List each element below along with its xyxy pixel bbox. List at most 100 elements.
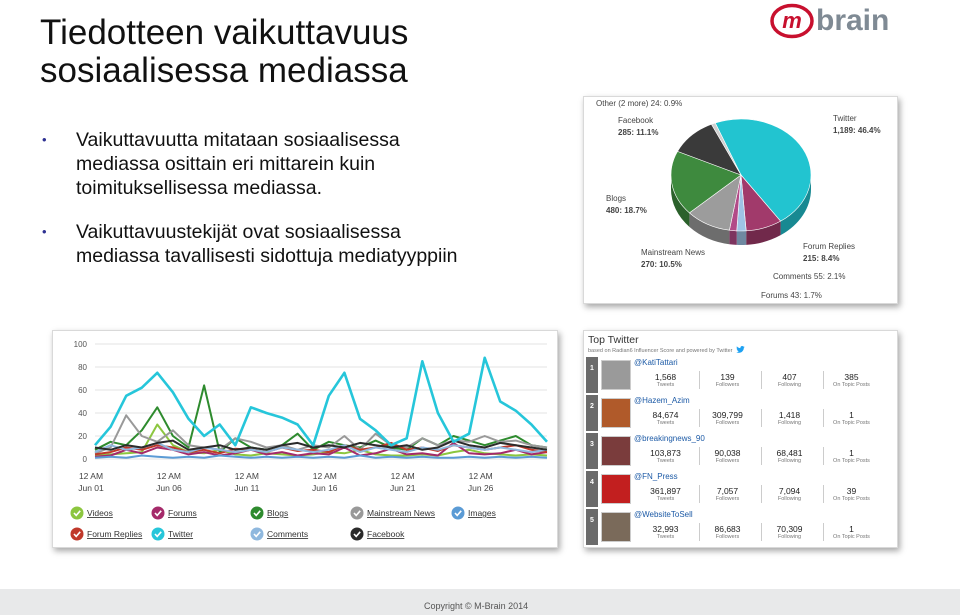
twitter-handle-link[interactable]: @breakingnews_90 [634,434,705,443]
stat-following: 7,094 Following [762,486,817,503]
legend-item-images[interactable]: Images [451,506,496,520]
stat-value: 70,309 [776,524,803,534]
line-chart-panel: 100 80 60 40 20 0 12 AM Jun 01 12 AM Jun 06 12 AM J… [52,330,558,548]
avatar[interactable] [601,512,631,542]
mbrain-logo: m brain [770,3,889,39]
x-tick-label: 12 AM [157,471,181,481]
stat-value: 361,897 [650,486,681,496]
stat-divider [761,447,762,465]
series-line-comments[interactable] [94,441,548,454]
series-line-twitter[interactable] [94,356,548,447]
legend-check-icon [70,506,84,520]
logo-ring [770,3,814,39]
logo-brain: brain [816,4,889,37]
avatar[interactable] [601,474,631,504]
stat-on-topic: 1 On Topic Posts [824,448,879,465]
checkmark-icon [253,531,261,538]
stat-value: 84,674 [652,410,679,420]
footer-bar: Copyright © M-Brain 2014 [0,589,960,615]
stat-label: On Topic Posts [833,496,870,502]
stat-label: Tweets [656,534,675,540]
stat-value: 7,094 [778,486,801,496]
pie-slice-side [736,230,747,245]
checkmark-icon [353,510,361,517]
logo-m: m [782,8,802,33]
pie-slice-blogs[interactable] [670,150,742,214]
legend-item-mainstream-news[interactable]: Mainstream News [350,506,436,520]
stat-value: 68,481 [776,448,803,458]
pie-label: Facebook [618,116,654,125]
twitter-user-row[interactable]: 3 @breakingnews_90 103,873 Tweets 90,038 Foll… [586,433,897,469]
twitter-user-row[interactable]: 4 @FN_Press 361,897 Tweets 7,057 Followers 7,0… [586,471,897,507]
stat-divider [699,523,700,541]
twitter-handle-link[interactable]: @KatiTattari [634,358,678,367]
stat-value: 39 [846,486,857,496]
legend-item-blogs[interactable]: Blogs [250,506,289,520]
legend-item-videos[interactable]: Videos [70,506,113,520]
legend-item-comments[interactable]: Comments [250,527,309,541]
stat-value: 103,873 [650,448,681,458]
stat-value: 139 [720,372,735,382]
pie-label: 1,189: 46.4% [833,126,881,135]
legend-check-icon [250,527,264,541]
avatar[interactable] [601,360,631,390]
stat-following: 407 Following [762,372,817,389]
stat-label: Followers [715,496,740,502]
pie-chart: Twitter 1,189: 46.4% Forum Replies 215: 8.4… [596,99,881,300]
legend-label: Forums [168,508,197,518]
avatar[interactable] [601,436,631,466]
stat-value: 407 [782,372,797,382]
stat-label: Followers [715,382,740,388]
slide-title-line-1: Tiedotteen vaikuttavuus [40,13,409,52]
pie-label: Comments 55: 2.1% [773,272,845,281]
pie-slice-side [689,212,730,245]
stat-tweets: 361,897 Tweets [638,486,693,503]
twitter-user-row[interactable]: 1 @KatiTattari 1,568 Tweets 139 Followers 407 F… [586,357,897,393]
legend-item-forum-replies[interactable]: Forum Replies [70,527,143,541]
series-line-images[interactable] [94,454,548,459]
pie-slice-other-2-more-[interactable] [711,122,742,176]
twitter-handle-link[interactable]: @FN_Press [634,472,678,481]
twitter-user-row[interactable]: 2 @Hazem_Azim 84,674 Tweets 309,799 Followers… [586,395,897,431]
stat-label: Following [777,458,802,464]
pie-slice-twitter[interactable] [714,118,812,222]
twitter-user-row[interactable]: 5 @WebsiteToSell 32,993 Tweets 86,683 Followe… [586,509,897,545]
line-chart: 100 80 60 40 20 0 12 AM Jun 01 12 AM Jun 06 12 AM J… [70,340,548,541]
x-tick-label: 12 AM [313,471,337,481]
legend-item-forums[interactable]: Forums [151,506,197,520]
x-tick-label: Jun 21 [390,483,416,493]
series-line-facebook[interactable] [94,439,548,451]
stat-label: Following [777,496,802,502]
legend-label: Facebook [367,529,405,539]
stat-value: 1,568 [654,372,677,382]
stat-value: 32,993 [652,524,679,534]
checkmark-icon [454,510,462,517]
twitter-handle-link[interactable]: @WebsiteToSell [634,510,693,519]
y-tick-label: 0 [83,455,88,464]
bullet-text: Vaikuttavuutta mitataan sosiaalisessa me… [76,129,400,199]
stat-followers: 139 Followers [700,372,755,389]
twitter-bird-icon [736,346,745,353]
legend-label: Mainstream News [367,508,435,518]
pie-label: Blogs [606,194,626,203]
x-tick-label: 12 AM [469,471,493,481]
rank-badge: 3 [586,433,598,469]
legend-item-facebook[interactable]: Facebook [350,527,406,541]
avatar[interactable] [601,398,631,428]
stat-divider [699,447,700,465]
slide-title: Tiedotteen vaikuttavuus sosiaalisessa me… [40,14,560,90]
twitter-handle-link[interactable]: @Hazem_Azim [634,396,690,405]
stat-label: Tweets [656,458,675,464]
stat-label: Following [777,420,802,426]
pie-label: 270: 10.5% [641,260,682,269]
legend-label: Images [468,508,496,518]
stat-label: On Topic Posts [833,458,870,464]
stat-value: 7,057 [716,486,739,496]
legend-item-twitter[interactable]: Twitter [151,527,194,541]
stat-following: 1,418 Following [762,410,817,427]
stat-label: Tweets [656,420,675,426]
rank-badge: 4 [586,471,598,507]
stat-divider [699,485,700,503]
stat-tweets: 1,568 Tweets [638,372,693,389]
pie-label: Other (2 more) 24: 0.9% [596,99,682,108]
